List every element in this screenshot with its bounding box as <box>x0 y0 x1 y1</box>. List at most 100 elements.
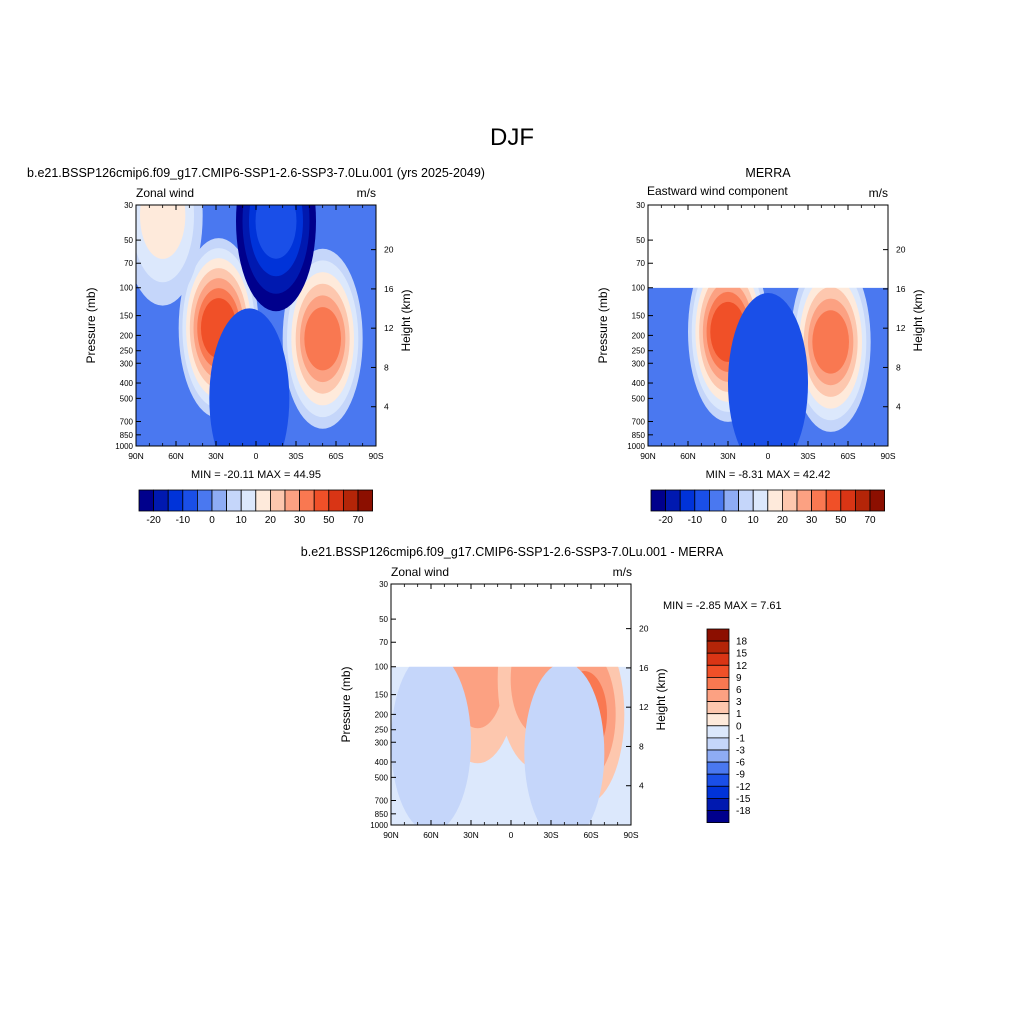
difference-y-tick-label: 150 <box>375 691 389 700</box>
difference-y-tick-label: 100 <box>375 663 389 672</box>
difference-colorbar-swatch <box>706 725 730 739</box>
model-y-tick-label: 700 <box>120 417 134 426</box>
model-y-axis-title: Pressure (mb) <box>84 287 98 363</box>
difference-colorbar-swatch <box>706 701 730 715</box>
merra-y-axis-title: Pressure (mb) <box>596 287 610 363</box>
merra-contour-level <box>812 310 850 374</box>
difference-x-tick-label: 90S <box>623 830 638 840</box>
merra-y-tick-label: 1000 <box>627 442 645 451</box>
panel-model-units-label: m/s <box>357 186 376 200</box>
model-colorbar-label: -10 <box>176 515 191 526</box>
difference-colorbar-label: -1 <box>736 733 745 744</box>
model-y-tick-label: 1000 <box>115 442 133 451</box>
difference-colorbar-label: 1 <box>736 709 742 720</box>
difference-colorbar-swatch <box>706 689 730 703</box>
merra-contour-level <box>728 293 808 446</box>
merra-x-tick-label: 30S <box>800 451 815 461</box>
difference-colorbar-swatch <box>706 761 730 775</box>
model-colorbar-swatch <box>138 489 155 512</box>
model-colorbar-swatch <box>284 489 301 512</box>
merra-x-tick-label: 0 <box>766 451 771 461</box>
merra-height-tick-label: 8 <box>896 362 901 372</box>
merra-x-tick-label: 30N <box>720 451 736 461</box>
figure-title: DJF <box>490 124 534 151</box>
merra-height-tick-label: 20 <box>896 245 906 255</box>
model-colorbar-label: 0 <box>209 515 215 526</box>
merra-colorbar-swatch <box>811 489 827 512</box>
model-colorbar-swatch <box>342 489 359 512</box>
merra-colorbar-swatch <box>767 489 783 512</box>
panel-merra-units-label: m/s <box>869 186 888 200</box>
difference-y-tick-label: 200 <box>375 710 389 719</box>
panel-merra-title: MERRA <box>745 166 791 180</box>
difference-colorbar-label: -18 <box>736 806 751 817</box>
difference-height-tick-label: 4 <box>639 781 644 791</box>
merra-y-tick-label: 150 <box>632 312 646 321</box>
merra-colorbar-swatch <box>825 489 842 512</box>
difference-y-tick-label: 1000 <box>370 821 388 830</box>
model-colorbar-label: -20 <box>146 515 161 526</box>
panel-merra: MERRA Eastward wind component m/s 90N 60N… <box>596 166 925 526</box>
difference-colorbar-label: 9 <box>736 673 742 684</box>
difference-height-tick-label: 8 <box>639 741 644 751</box>
difference-x-tick-label: 30N <box>463 830 479 840</box>
merra-colorbar-swatch <box>694 489 710 512</box>
merra-colorbar-label: -10 <box>688 515 703 526</box>
model-colorbar-swatch <box>182 489 198 512</box>
merra-colorbar-label: 50 <box>835 515 847 526</box>
model-y-tick-label: 250 <box>120 347 134 356</box>
panel-model-axes: 90N 60N 30N 0 30S 60S 90S 30 50 70 100 150 200 250 300… <box>84 201 413 461</box>
model-colorbar-label: 30 <box>294 515 306 526</box>
difference-colorbar-label: 12 <box>736 661 748 672</box>
panel-model-title: b.e21.BSSP126cmip6.f09_g17.CMIP6-SSP1-2.… <box>27 166 485 180</box>
difference-contour-level <box>524 662 605 825</box>
merra-x-tick-label: 90S <box>880 451 895 461</box>
panel-merra-colorbar: -20 -10 0 10 20 30 50 70 <box>650 489 886 526</box>
panel-model-variable-label: Zonal wind <box>136 186 194 200</box>
difference-height-tick-label: 20 <box>639 624 649 634</box>
model-colorbar-swatch <box>211 489 228 512</box>
panel-model-stats: MIN = -20.11 MAX = 44.95 <box>191 469 321 481</box>
merra-x-tick-label: 60S <box>840 451 855 461</box>
merra-y-tick-label: 30 <box>636 201 645 210</box>
merra-y-tick-label: 400 <box>632 379 646 388</box>
model-y-tick-label: 70 <box>124 259 133 268</box>
model-y-tick-label: 850 <box>120 431 134 440</box>
model-colorbar-swatch <box>153 489 169 512</box>
difference-height-tick-label: 16 <box>639 663 649 673</box>
difference-colorbar-swatch <box>706 773 730 787</box>
merra-height-tick-label: 16 <box>896 284 906 294</box>
difference-y-axis-title: Pressure (mb) <box>339 666 353 742</box>
panel-difference-title: b.e21.BSSP126cmip6.f09_g17.CMIP6-SSP1-2.… <box>301 545 724 559</box>
difference-height-axis-title: Height (km) <box>654 668 668 730</box>
merra-height-tick-label: 4 <box>896 402 901 412</box>
panel-difference-stats: MIN = -2.85 MAX = 7.61 <box>663 600 782 612</box>
model-contour-level <box>304 307 341 371</box>
panel-model: b.e21.BSSP126cmip6.f09_g17.CMIP6-SSP1-2.… <box>27 166 485 526</box>
difference-colorbar-label: -15 <box>736 794 751 805</box>
model-colorbar-swatch <box>167 489 184 512</box>
model-y-tick-label: 100 <box>120 284 134 293</box>
merra-colorbar-swatch <box>840 489 856 512</box>
merra-y-tick-label: 100 <box>632 284 646 293</box>
merra-colorbar-swatch <box>738 489 754 512</box>
panel-model-contour-field <box>136 205 376 446</box>
model-colorbar-label: 10 <box>236 515 248 526</box>
difference-colorbar-label: 18 <box>736 637 748 648</box>
model-y-tick-label: 200 <box>120 331 134 340</box>
model-colorbar-swatch <box>328 489 344 512</box>
merra-no-data-region <box>648 205 888 288</box>
model-y-tick-label: 400 <box>120 379 134 388</box>
model-colorbar-swatch <box>269 489 286 512</box>
difference-y-tick-label: 30 <box>379 580 388 589</box>
merra-y-tick-label: 50 <box>636 236 645 245</box>
model-colorbar-swatch <box>357 489 374 512</box>
difference-x-tick-label: 0 <box>509 830 514 840</box>
difference-x-tick-label: 90N <box>383 830 399 840</box>
difference-contour-level <box>391 652 471 825</box>
difference-colorbar-swatch <box>706 810 730 824</box>
model-contour-level <box>209 308 290 446</box>
model-height-tick-label: 20 <box>384 245 394 255</box>
merra-height-tick-label: 12 <box>896 323 906 333</box>
difference-colorbar-swatch <box>706 798 730 811</box>
